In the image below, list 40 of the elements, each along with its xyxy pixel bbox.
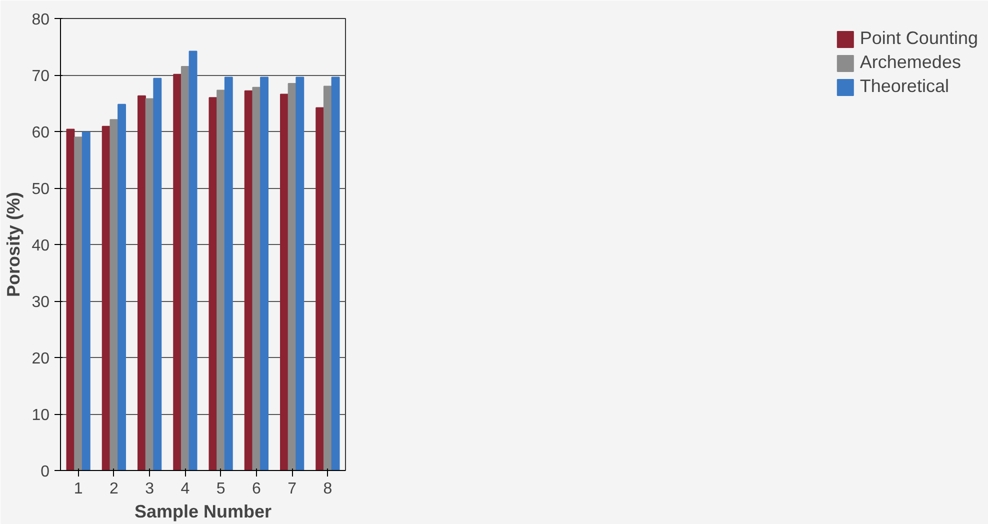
y-tick-label: 20 — [32, 350, 50, 368]
y-tick-label: 80 — [32, 12, 50, 28]
x-axis-title: Sample Number — [134, 502, 272, 522]
bar — [82, 132, 90, 470]
bar — [224, 76, 233, 470]
bar — [331, 76, 340, 470]
bar — [216, 90, 226, 470]
legend-label: Theoretical — [860, 76, 949, 97]
bar — [252, 86, 261, 470]
bar — [260, 76, 268, 470]
y-tick-label: 40 — [32, 238, 50, 254]
bar — [110, 119, 118, 470]
legend-label: Point Counting — [860, 28, 978, 49]
bar — [296, 76, 304, 470]
y-axis-title: Porosity (%) — [4, 192, 24, 298]
x-tick-label: 8 — [323, 480, 332, 498]
y-tick-label: 70 — [32, 68, 50, 85]
x-tick-label: 1 — [74, 480, 83, 498]
y-tick-label: 30 — [32, 294, 50, 311]
bar — [74, 136, 83, 470]
bar — [316, 107, 324, 470]
bar — [153, 78, 162, 470]
y-tick-label: 0 — [40, 464, 50, 480]
bar — [323, 86, 332, 470]
legend-label: Archemedes — [860, 52, 961, 73]
y-tick-label: 60 — [32, 124, 50, 142]
bar — [118, 104, 126, 470]
x-tick-label: 6 — [252, 480, 261, 498]
bar — [138, 95, 146, 470]
x-tick-label: 4 — [180, 480, 190, 498]
x-tick-label: 3 — [145, 480, 154, 498]
y-tick-label: 10 — [32, 407, 50, 424]
bar — [280, 94, 288, 470]
x-tick-label: 7 — [288, 480, 297, 498]
bar — [180, 66, 190, 470]
x-tick-label: 5 — [216, 480, 226, 498]
y-tick-label: 50 — [32, 181, 50, 198]
bar — [188, 50, 198, 470]
bar — [173, 74, 182, 470]
x-tick-label: 2 — [109, 480, 118, 498]
